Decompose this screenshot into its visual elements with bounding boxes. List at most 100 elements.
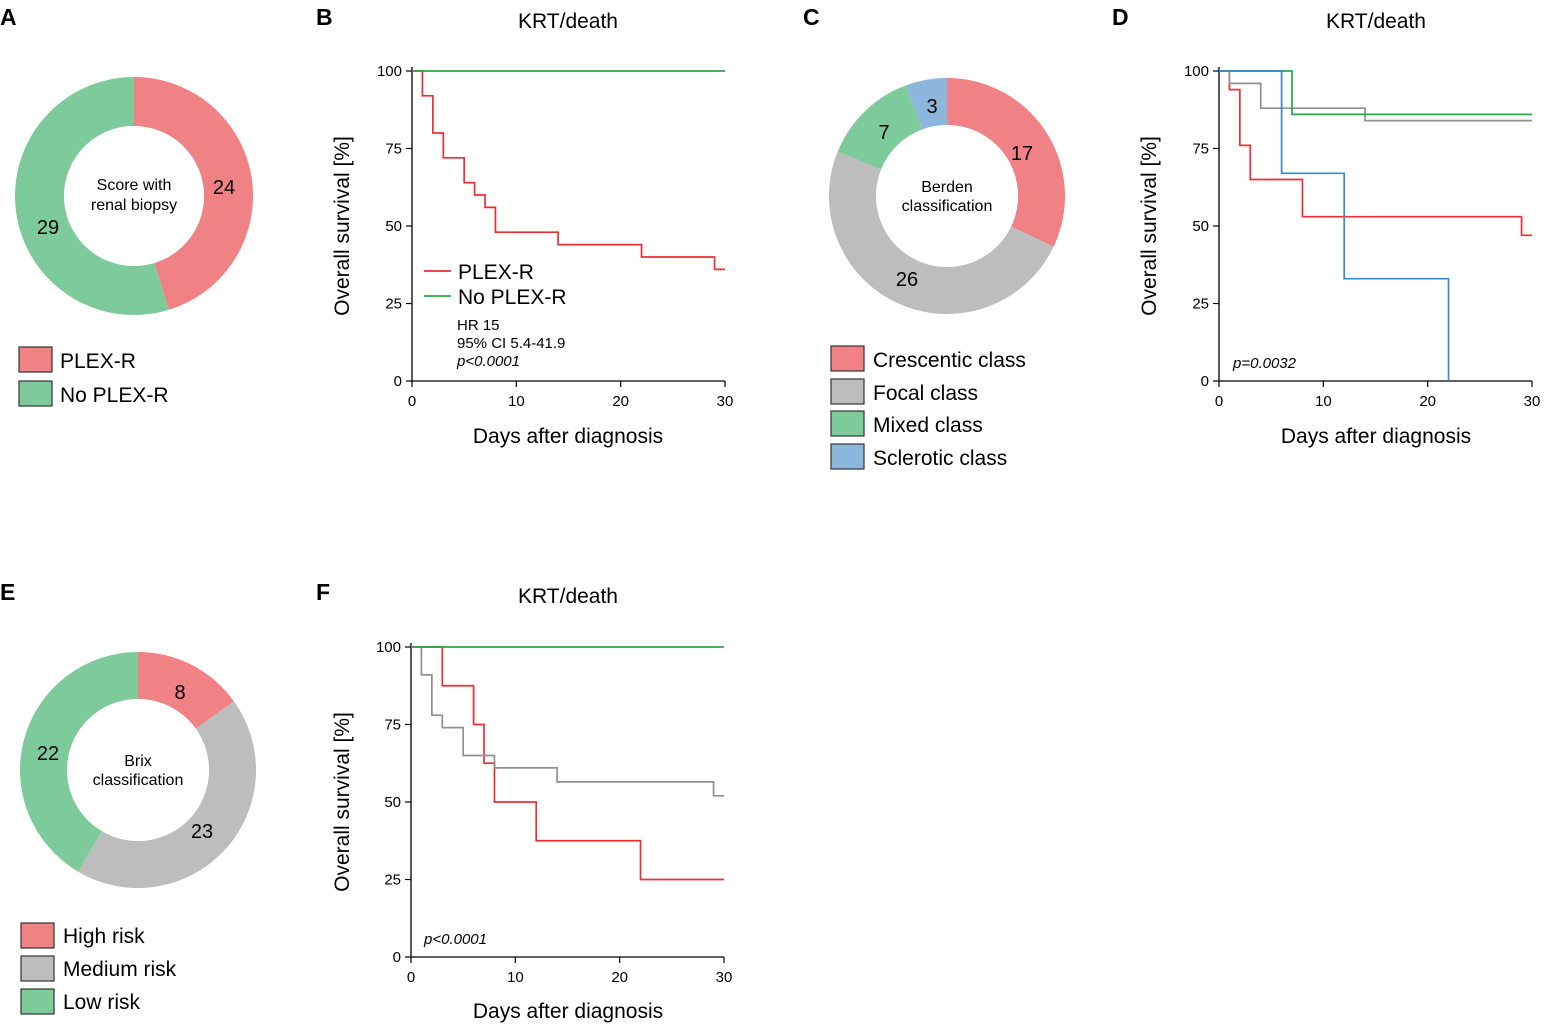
donut-e-count-low: 22 [37, 743, 59, 765]
x-tick-label: 20 [611, 969, 628, 986]
legend-c-swatch-focal [830, 378, 865, 405]
legend-e-label-low: Low risk [63, 991, 141, 1014]
donut-c-count-crescentic: 17 [1011, 143, 1033, 165]
y-tick-label: 75 [384, 717, 401, 734]
chart-f-title: KRT/death [518, 585, 618, 608]
donut-c-count-sclerotic: 3 [926, 96, 937, 118]
panel-label-b: B [316, 4, 333, 30]
km-plot-f: 0 25 50 75 100 0 10 20 30 [376, 639, 732, 986]
donut-e-count-high: 8 [174, 682, 185, 704]
x-tick-label: 10 [507, 969, 524, 986]
legend-e-swatch-low [20, 988, 55, 1015]
chart-b-pvalue: p<0.0001 [456, 353, 520, 370]
km-curve-high-risk [411, 646, 724, 881]
legend-a: PLEX-R No PLEX-R [18, 346, 169, 407]
donut-e-center-line1: Brix [124, 753, 152, 770]
donut-a-center-line2: renal biopsy [91, 197, 177, 214]
legend-c-label-focal: Focal class [873, 382, 978, 405]
donut-c-count-focal: 26 [896, 269, 918, 291]
panel-label-e: E [0, 579, 15, 605]
donut-slice-medium-risk [77, 701, 257, 888]
chart-b-hr: HR 15 [457, 317, 500, 334]
y-tick-label: 100 [1184, 63, 1209, 80]
panel-label-f: F [316, 579, 330, 605]
donut-hole [876, 125, 1018, 267]
donut-chart-c [829, 78, 1065, 314]
donut-slice-plex-r [134, 77, 254, 310]
donut-chart-e [19, 652, 257, 888]
donut-slice-mixed-class [837, 85, 923, 170]
legend-b-label-plex-r: PLEX-R [458, 261, 534, 284]
y-tick-label: 0 [1201, 373, 1209, 390]
y-tick-label: 50 [1192, 218, 1209, 235]
legend-e-label-medium: Medium risk [63, 958, 177, 981]
y-tick-label: 50 [385, 218, 402, 235]
y-tick-label: 100 [376, 639, 401, 656]
donut-a-count-plex-r: 24 [213, 177, 235, 199]
y-tick-label: 25 [384, 872, 401, 889]
donut-c-count-mixed: 7 [878, 122, 889, 144]
legend-b: PLEX-R No PLEX-R [424, 261, 567, 309]
donut-a-count-no-plex-r: 29 [37, 217, 59, 239]
y-tick-label: 75 [1192, 141, 1209, 158]
x-tick-label: 20 [612, 393, 629, 410]
legend-a-label-no-plex-r: No PLEX-R [60, 384, 169, 407]
chart-d-ylabel: Overall survival [%] [1138, 136, 1161, 316]
x-tick-label: 30 [717, 393, 734, 410]
donut-slice-crescentic-class [947, 78, 1065, 247]
km-plot-b: 0 25 50 75 100 0 10 20 30 [377, 63, 733, 410]
x-tick-label: 0 [1215, 393, 1223, 410]
y-tick-label: 0 [393, 949, 401, 966]
donut-c-center-line2: classification [902, 198, 993, 215]
donut-hole [67, 699, 209, 841]
donut-e-count-medium: 23 [191, 821, 213, 843]
donut-c-center-line1: Berden [921, 179, 973, 196]
donut-slice-no-plex-r [15, 77, 169, 315]
legend-e-label-high: High risk [63, 925, 145, 948]
donut-e-center-line2: classification [93, 772, 184, 789]
legend-c-label-crescentic: Crescentic class [873, 349, 1026, 372]
x-tick-label: 10 [508, 393, 525, 410]
donut-slice-high-risk [138, 652, 234, 729]
legend-a-swatch-no-plex-r [18, 380, 53, 407]
donut-a-center-line1: Score with [97, 177, 172, 194]
y-tick-label: 100 [377, 63, 402, 80]
chart-b-title: KRT/death [518, 10, 618, 33]
x-tick-label: 0 [407, 969, 415, 986]
chart-d-title: KRT/death [1326, 10, 1426, 33]
legend-e-swatch-high [20, 922, 55, 949]
legend-c-swatch-sclerotic [830, 443, 865, 470]
chart-b-ci: 95% CI 5.4-41.9 [457, 335, 565, 352]
chart-d-pvalue: p=0.0032 [1232, 355, 1297, 372]
chart-f-xlabel: Days after diagnosis [473, 1000, 663, 1023]
y-tick-label: 50 [384, 794, 401, 811]
km-plot-d: 0 25 50 75 100 0 10 20 30 [1184, 63, 1540, 410]
chart-d-xlabel: Days after diagnosis [1281, 425, 1471, 448]
x-tick-label: 30 [1524, 393, 1541, 410]
km-curve-plex-r [412, 70, 725, 271]
legend-a-swatch-plex-r [18, 346, 53, 373]
legend-e-swatch-medium [20, 955, 55, 982]
y-tick-label: 25 [385, 296, 402, 313]
chart-f-ylabel: Overall survival [%] [331, 712, 354, 892]
x-tick-label: 30 [716, 969, 733, 986]
legend-e: High risk Medium risk Low risk [20, 922, 177, 1015]
donut-slice-focal-class [829, 151, 1054, 314]
legend-c: Crescentic class Focal class Mixed class… [830, 345, 1026, 470]
donut-slice-low-risk [19, 652, 138, 872]
panel-label-d: D [1112, 4, 1129, 30]
donut-hole [64, 126, 204, 266]
legend-c-label-mixed: Mixed class [873, 414, 983, 437]
km-curve-medium-risk [411, 646, 724, 797]
km-curve-crescentic-class [1219, 70, 1532, 237]
panel-label-a: A [0, 4, 17, 30]
legend-b-label-no-plex-r: No PLEX-R [458, 286, 567, 309]
y-tick-label: 0 [394, 373, 402, 390]
x-tick-label: 0 [408, 393, 416, 410]
y-tick-label: 25 [1192, 296, 1209, 313]
legend-a-label-plex-r: PLEX-R [60, 350, 136, 373]
legend-c-label-sclerotic: Sclerotic class [873, 447, 1007, 470]
chart-b-ylabel: Overall survival [%] [331, 136, 354, 316]
donut-chart-a [15, 77, 254, 315]
